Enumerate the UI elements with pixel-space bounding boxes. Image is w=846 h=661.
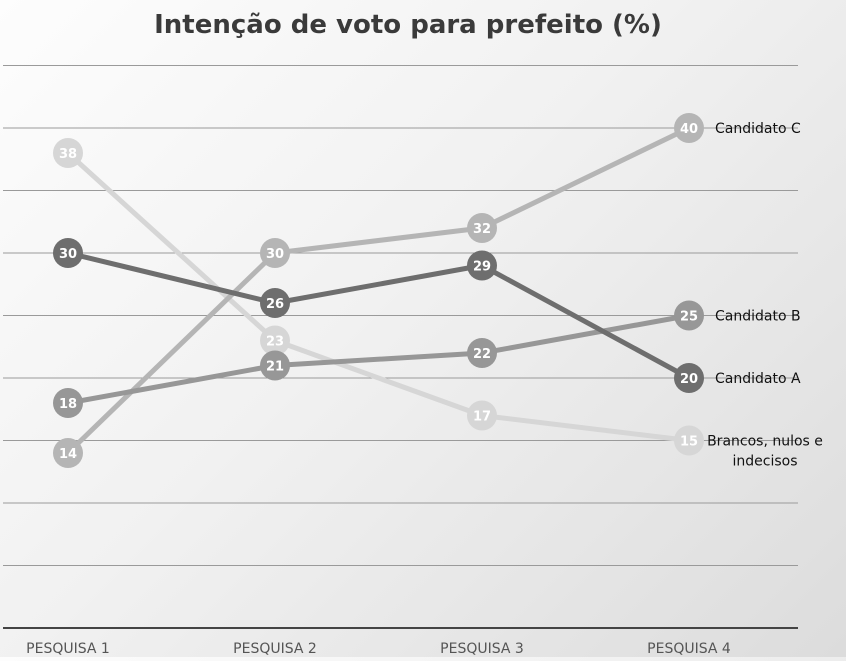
series-end-label: Candidato B xyxy=(715,309,801,325)
data-label: 18 xyxy=(59,397,77,412)
series-line xyxy=(65,125,692,456)
series-markers: 38 23 17 15 14 30 32 40 18 21 22 25 30 26 29 20 xyxy=(53,113,704,468)
data-point xyxy=(467,213,497,243)
data-label: 26 xyxy=(266,297,284,312)
chart-title: Intenção de voto para prefeito (%) xyxy=(154,10,662,40)
data-label: 21 xyxy=(266,360,284,375)
data-label: 20 xyxy=(680,372,698,387)
data-label: 38 xyxy=(59,147,77,162)
data-label: 30 xyxy=(59,247,77,262)
series-end-label: Brancos, nulos e indecisos xyxy=(707,434,823,470)
series-end-label: Candidato A xyxy=(715,371,801,387)
gridlines xyxy=(3,65,798,566)
data-point xyxy=(467,338,497,368)
x-axis: PESQUISA 1 PESQUISA 2 PESQUISA 3 PESQUISA 4 xyxy=(3,627,798,657)
series-line xyxy=(65,313,692,406)
data-point xyxy=(53,138,83,168)
data-point xyxy=(260,350,290,381)
data-label: 17 xyxy=(473,410,491,425)
data-point xyxy=(260,325,290,356)
series-end-label-line: indecisos xyxy=(732,454,797,470)
data-label: 25 xyxy=(680,310,698,325)
series-lines xyxy=(65,125,692,456)
data-point xyxy=(53,388,83,418)
data-point xyxy=(674,363,704,393)
data-label: 22 xyxy=(473,347,491,362)
data-point xyxy=(53,438,83,468)
data-label: 23 xyxy=(266,335,284,350)
data-point xyxy=(674,113,704,143)
data-label: 15 xyxy=(680,435,698,450)
data-point xyxy=(260,288,290,318)
data-point xyxy=(467,250,497,281)
data-point xyxy=(467,400,497,431)
data-label: 40 xyxy=(680,122,698,137)
x-tick-label: PESQUISA 3 xyxy=(440,641,524,657)
x-tick-label: PESQUISA 1 xyxy=(26,641,110,657)
data-point xyxy=(674,300,704,331)
series-labels: Brancos, nulos e indecisos Candidato C Cand… xyxy=(707,121,823,470)
series-line xyxy=(65,250,692,381)
data-point xyxy=(260,238,290,268)
x-tick-label: PESQUISA 4 xyxy=(647,641,731,657)
data-label: 32 xyxy=(473,222,491,237)
series-end-label: Candidato C xyxy=(715,121,801,137)
series-end-label-line: Brancos, nulos e xyxy=(707,434,823,450)
data-label: 14 xyxy=(59,447,77,462)
x-tick-label: PESQUISA 2 xyxy=(233,641,317,657)
data-label: 29 xyxy=(473,260,491,275)
data-label: 30 xyxy=(266,247,284,262)
data-point xyxy=(53,238,83,268)
data-point xyxy=(674,425,704,456)
series-line xyxy=(65,150,692,443)
